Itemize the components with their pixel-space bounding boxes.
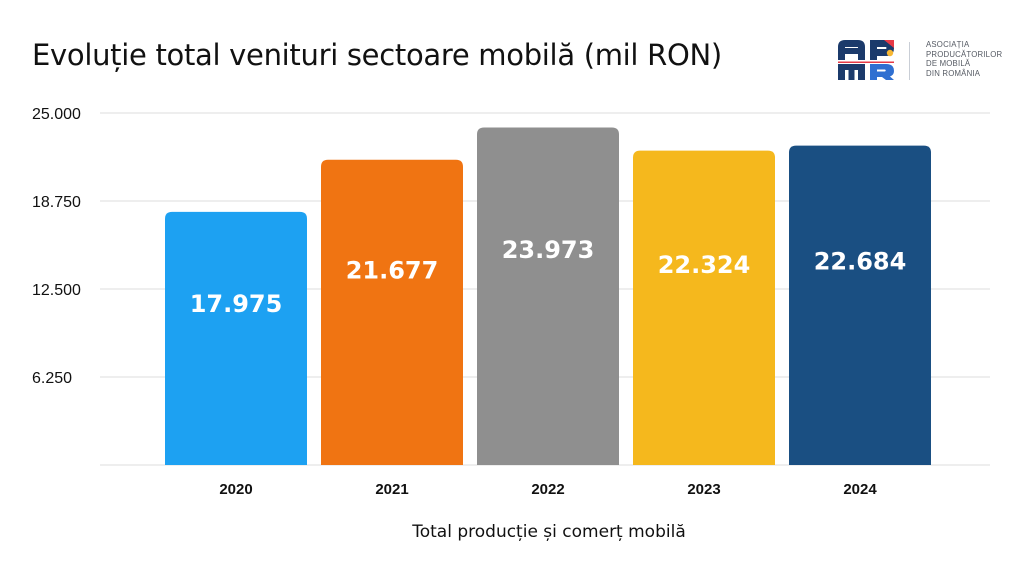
association-logo: ASOCIAȚIA PRODUCĂTORILOR DE MOBILĂ DIN R… <box>836 38 1002 86</box>
chart-title: Evoluție total venituri sectoare mobilă … <box>32 38 722 72</box>
logo-accent-red <box>884 40 894 48</box>
bar-2022 <box>477 127 619 466</box>
x-tick-label: 2022 <box>531 481 564 498</box>
logo-text-line: ASOCIAȚIA <box>926 40 970 49</box>
data-label: 23.973 <box>502 236 595 264</box>
y-tick-label: 6.250 <box>32 370 72 387</box>
logo-text-line: DIN ROMÂNIA <box>926 68 981 78</box>
bar-2024 <box>789 145 931 465</box>
bar-2023 <box>633 150 775 465</box>
data-label: 17.975 <box>190 290 283 318</box>
logo-text: ASOCIAȚIA PRODUCĂTORILOR DE MOBILĂ DIN R… <box>926 40 1006 78</box>
logo-divider <box>909 42 910 80</box>
logo-accent-strip <box>838 61 894 63</box>
apmr-logo-mark <box>838 40 894 80</box>
x-tick-label: 2020 <box>219 481 252 498</box>
logo-accent-yellow <box>886 49 894 57</box>
data-label: 21.677 <box>346 257 439 285</box>
y-tick-label: 25.000 <box>32 106 81 123</box>
x-tick-label: 2023 <box>687 481 720 498</box>
y-tick-label: 12.500 <box>32 282 81 299</box>
bar-2021 <box>321 159 463 465</box>
x-axis-title: Total producție și comerț mobilă <box>412 522 686 542</box>
logo-letter-a <box>838 40 865 60</box>
data-label: 22.684 <box>814 248 907 276</box>
logo-letter-m <box>838 64 865 80</box>
x-tick-label: 2021 <box>375 481 408 498</box>
y-tick-label: 18.750 <box>32 194 81 211</box>
logo-text-line: DE MOBILĂ <box>926 59 971 69</box>
logo-text-line: PRODUCĂTORILOR <box>926 49 1003 59</box>
bar-2020 <box>165 211 307 465</box>
data-label: 22.324 <box>658 251 751 279</box>
logo-letter-r <box>870 64 894 80</box>
x-tick-label: 2024 <box>843 481 877 498</box>
